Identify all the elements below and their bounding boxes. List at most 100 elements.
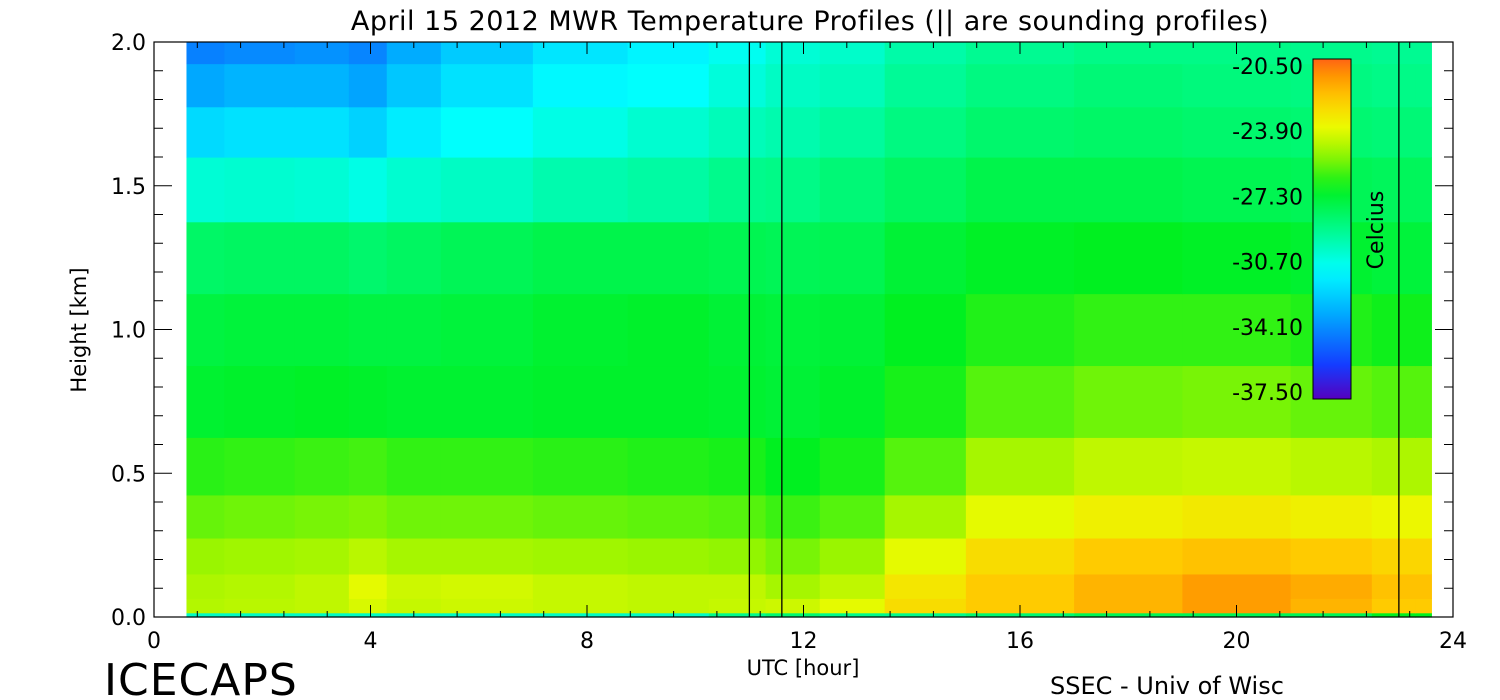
heatmap-cell (386, 157, 442, 223)
heatmap-cell (765, 365, 821, 438)
x-tick-label: 8 (580, 629, 594, 654)
heatmap-cell (819, 537, 886, 575)
heatmap-cell (965, 365, 1075, 438)
heatmap-cell (294, 494, 350, 539)
axis-ticks (153, 41, 1453, 618)
heatmap-cell (627, 293, 710, 367)
heatmap-cell (1371, 598, 1416, 614)
heatmap-cell (819, 157, 886, 223)
heatmap-cell (627, 63, 710, 108)
colorbar-tick-label: -30.70 (1232, 251, 1303, 276)
heatmap-cell (884, 293, 967, 367)
heatmap-cell (1371, 494, 1416, 539)
heatmap-cell (819, 612, 886, 618)
heatmap-cell (1074, 598, 1183, 614)
heatmap-cell (386, 598, 442, 614)
colorbar-tick-labels: -20.50 -23.90 -27.30 -30.70 -34.10 -37.50 (1232, 55, 1303, 406)
heatmap-cell (348, 437, 388, 496)
heatmap-cell (440, 537, 534, 575)
heatmap-cell (1074, 106, 1183, 158)
heatmap-cell (708, 106, 767, 158)
heatmap-cell (224, 293, 296, 367)
heatmap-cell (294, 365, 350, 438)
y-tick-label: 2.0 (111, 31, 146, 56)
heatmap-cell (348, 221, 388, 295)
heatmap-cell (532, 573, 629, 599)
heatmap-cell (965, 63, 1075, 108)
heatmap-cell (186, 157, 225, 223)
heatmap-cell (294, 157, 350, 223)
heatmap-cell (186, 42, 225, 65)
heatmap-cell (532, 293, 629, 367)
heatmap-cell (1415, 157, 1432, 223)
heatmap-cell (819, 63, 886, 108)
heatmap-cell (708, 63, 767, 108)
heatmap-cell (1290, 537, 1373, 575)
heatmap-cell (884, 537, 967, 575)
heatmap-cell (440, 293, 534, 367)
heatmap-cell (965, 437, 1075, 496)
heatmap-cell (708, 573, 767, 599)
heatmap-cell (708, 494, 767, 539)
heatmap-cell (819, 221, 886, 295)
heatmap-cell (1182, 573, 1292, 599)
heatmap-cell (294, 293, 350, 367)
heatmap-cell (627, 573, 710, 599)
heatmap-cell (884, 573, 967, 599)
heatmap-cell (1074, 293, 1183, 367)
heatmap-cell (224, 157, 296, 223)
heatmap-cell (1074, 537, 1183, 575)
brand-logo-text: ICECAPS (104, 655, 298, 700)
heatmap-cell (386, 573, 442, 599)
heatmap-cell (708, 157, 767, 223)
heatmap-cell (348, 365, 388, 438)
heatmap-cell (1415, 437, 1432, 496)
heatmap-cell (965, 293, 1075, 367)
heatmap-cell (1415, 293, 1432, 367)
x-axis-tick-labels: 0 4 8 12 16 20 24 (147, 629, 1467, 654)
heatmap-cell (1182, 537, 1292, 575)
heatmap-cell (627, 494, 710, 539)
heatmap-cell (294, 106, 350, 158)
heatmap-cell (884, 157, 967, 223)
heatmap-cell (708, 598, 767, 614)
heatmap-cell (1415, 106, 1432, 158)
heatmap-cell (532, 221, 629, 295)
x-tick-label: 16 (1006, 629, 1034, 654)
credit-text: SSEC - Univ of Wisc (1050, 672, 1284, 700)
heatmap-cell (386, 221, 442, 295)
heatmap-cell (386, 537, 442, 575)
heatmap-cell (186, 494, 225, 539)
heatmap-cell (348, 293, 388, 367)
heatmap-cell (627, 537, 710, 575)
heatmap-cell (1074, 221, 1183, 295)
heatmap-cell (1074, 437, 1183, 496)
heatmap-cell (1290, 573, 1373, 599)
heatmap-cell (708, 365, 767, 438)
heatmap-cell (819, 365, 886, 438)
heatmap-cell (819, 42, 886, 65)
heatmap-cell (965, 537, 1075, 575)
heatmap-cell (1182, 63, 1292, 108)
heatmap-cell (1371, 42, 1416, 65)
heatmap-cell (224, 494, 296, 539)
heatmap-cell (1290, 494, 1373, 539)
y-axis-label: Height [km] (67, 267, 91, 392)
heatmap-cell (708, 293, 767, 367)
heatmap-cell (532, 63, 629, 108)
heatmap-cell (765, 106, 821, 158)
heatmap-cell (708, 42, 767, 65)
heatmap-cell (186, 365, 225, 438)
heatmap-cell (348, 612, 388, 618)
heatmap-cell (708, 221, 767, 295)
heatmap-cell (884, 437, 967, 496)
heatmap-cell (1371, 365, 1416, 438)
heatmap-cell (819, 598, 886, 614)
heatmap-cell (765, 437, 821, 496)
heatmap-cell (1371, 537, 1416, 575)
heatmap-cell (1371, 573, 1416, 599)
heatmap-cell (440, 221, 534, 295)
heatmap-cell (294, 537, 350, 575)
heatmap-cell (1182, 293, 1292, 367)
heatmap-cell (627, 42, 710, 65)
